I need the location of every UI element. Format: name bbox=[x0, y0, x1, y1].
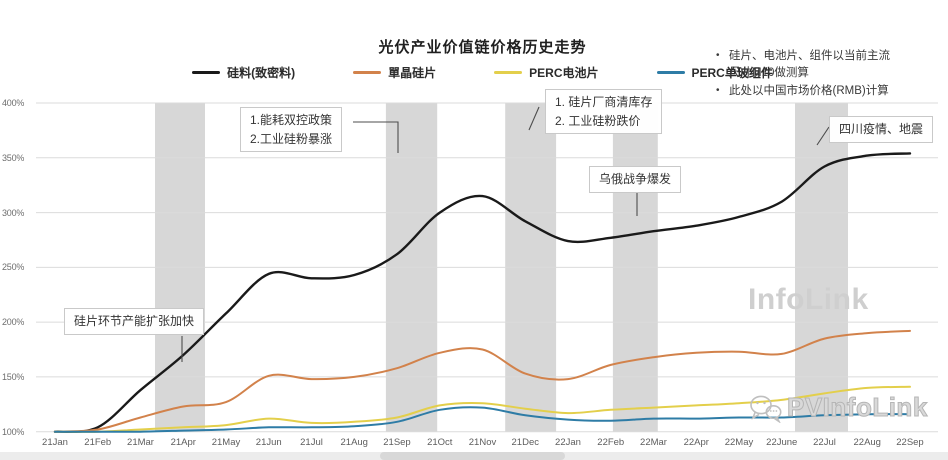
x-tick-label: 22Feb bbox=[597, 437, 625, 448]
x-tick-label: 21Oct bbox=[427, 437, 453, 448]
chart-title: 光伏产业价值链价格历史走势 bbox=[378, 39, 587, 56]
wechat-logo-icon bbox=[750, 395, 782, 423]
y-tick-label: 200% bbox=[2, 317, 25, 328]
series-line-2 bbox=[54, 385, 911, 433]
y-tick-label: 150% bbox=[2, 371, 25, 382]
x-tick-label: 21Dec bbox=[511, 437, 539, 448]
legend-item-2: PERC电池片 bbox=[494, 64, 599, 81]
x-tick-label: 21Aug bbox=[340, 437, 368, 448]
y-tick-label: 350% bbox=[2, 152, 25, 163]
legend-label: 硅料(致密料) bbox=[227, 66, 296, 80]
annotation-russia-ukraine-war: 乌俄战争爆发 bbox=[589, 166, 682, 193]
infolink-watermark: InfoLink bbox=[748, 283, 869, 316]
y-tick-label: 100% bbox=[2, 426, 25, 437]
note-item: 硅片、电池片、组件以当前主流尺寸M10做测算 bbox=[714, 48, 891, 83]
legend-swatch bbox=[353, 71, 382, 74]
annotation-connector bbox=[353, 121, 399, 153]
legend-item-0: 硅料(致密料) bbox=[192, 64, 295, 81]
x-tick-label: 21May bbox=[211, 437, 241, 448]
annotation-connector bbox=[528, 106, 540, 131]
x-tick-label: 21Mar bbox=[127, 437, 154, 448]
pvinfolink-watermark: PVInfoLink bbox=[748, 392, 928, 423]
series-line-1 bbox=[54, 329, 911, 433]
x-tick-label: 22Jul bbox=[813, 437, 836, 448]
x-tick-label: 22June bbox=[766, 437, 798, 448]
x-tick-label: 21Feb bbox=[84, 437, 112, 448]
legend-swatch bbox=[192, 71, 221, 74]
y-tick-label: 250% bbox=[2, 262, 25, 273]
y-tick-label: 300% bbox=[2, 207, 25, 218]
x-tick-label: 22Aug bbox=[853, 437, 881, 448]
x-tick-label: 21Jun bbox=[255, 437, 282, 448]
annotation-wafer-destocking: 1. 硅片厂商清库存 2. 工业硅粉跌价 bbox=[545, 89, 663, 135]
legend-label: 單晶硅片 bbox=[388, 66, 437, 80]
x-tick-label: 22Mar bbox=[640, 437, 667, 448]
annotation-sichuan-events: 四川疫情、地震 bbox=[829, 116, 934, 143]
x-tick-label: 22Apr bbox=[683, 437, 709, 448]
y-tick-label: 400% bbox=[2, 98, 25, 108]
annotation-wafer-capacity: 硅片环节产能扩张加快 bbox=[64, 308, 205, 335]
legend-label: PERC电池片 bbox=[529, 66, 599, 80]
annotation-dual-control-policy: 1.能耗双控政策 2.工业硅粉暴涨 bbox=[240, 107, 343, 153]
x-tick-label: 21Jul bbox=[300, 437, 323, 448]
legend-item-1: 單晶硅片 bbox=[353, 64, 436, 81]
series-line-0 bbox=[53, 152, 912, 434]
series-line-3 bbox=[54, 406, 911, 433]
x-tick-label: 22May bbox=[724, 437, 754, 448]
annotation-connector bbox=[816, 126, 830, 146]
note-item: 此处以中国市场价格(RMB)计算 bbox=[714, 83, 891, 100]
x-tick-label: 21Nov bbox=[468, 437, 497, 448]
pvinfolink-watermark-text: PVInfoLink bbox=[787, 392, 928, 423]
legend-swatch bbox=[494, 71, 523, 74]
x-tick-label: 21Jan bbox=[42, 437, 68, 448]
notes-list: 硅片、电池片、组件以当前主流尺寸M10做测算此处以中国市场价格(RMB)计算 bbox=[714, 48, 914, 100]
bottom-bar-segment bbox=[380, 452, 565, 460]
x-tick-label: 21Sep bbox=[383, 437, 411, 448]
x-tick-label: 21Apr bbox=[170, 437, 196, 448]
x-tick-label: 22Sep bbox=[896, 437, 924, 448]
legend-swatch bbox=[656, 71, 685, 74]
x-tick-label: 22Jan bbox=[555, 437, 581, 448]
